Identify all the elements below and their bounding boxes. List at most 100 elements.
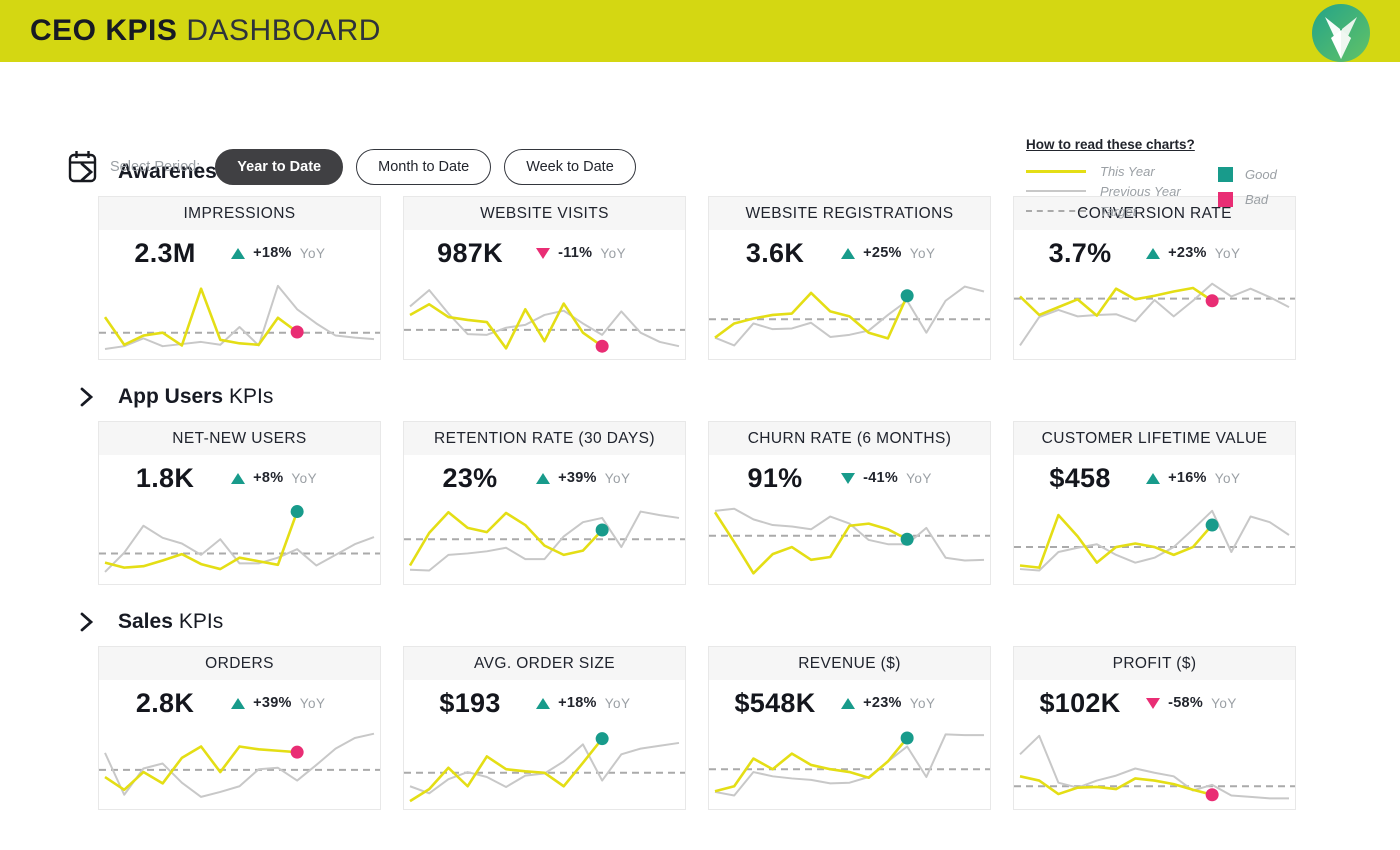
period-button-month-to-date[interactable]: Month to Date	[356, 148, 492, 185]
kpi-sparkline	[1014, 276, 1295, 359]
kpi-row: $193 +18% YoY	[404, 680, 685, 726]
legend-previous-year: Previous Year	[1026, 181, 1218, 201]
kpi-yoy-label: YoY	[909, 695, 936, 711]
kpi-yoy-label: YoY	[906, 470, 932, 486]
kpi-yoy-change: +18%	[558, 695, 597, 711]
legend-label: This Year	[1100, 163, 1155, 179]
kpi-sparkline	[404, 726, 685, 809]
kpi-card: CONVERSION RATE 3.7% +23% YoY	[1013, 196, 1296, 360]
kpi-card: AVG. ORDER SIZE $193 +18% YoY	[403, 646, 686, 810]
select-period-label: Select Period:	[110, 158, 201, 175]
this-year-line	[1019, 775, 1213, 797]
previous-year-line	[104, 732, 375, 798]
kpi-yoy-change: +18%	[253, 245, 292, 261]
kpi-yoy-change: +8%	[253, 470, 284, 486]
this-year-line	[408, 510, 604, 567]
sparkline-chart	[404, 732, 685, 803]
chevron-right-icon[interactable]	[78, 612, 95, 632]
kpi-row: $102K -58% YoY	[1014, 680, 1295, 726]
kpi-row: 3.7% +23% YoY	[1014, 230, 1295, 276]
this-year-line	[713, 511, 908, 575]
kpi-value: $458	[1049, 462, 1111, 493]
kpi-delta: +23% YoY	[841, 695, 935, 711]
kpi-row: 3.6K +25% YoY	[709, 230, 990, 276]
calendar-icon	[68, 151, 97, 183]
kpi-sparkline	[709, 501, 990, 584]
this-year-line	[104, 511, 299, 571]
kpi-yoy-label: YoY	[1214, 470, 1241, 486]
kpi-yoy-label: YoY	[604, 470, 631, 486]
kpi-card-title: RETENTION RATE (30 DAYS)	[404, 422, 685, 455]
trend-down-icon	[841, 472, 856, 484]
kpi-card-title: CUSTOMER LIFETIME VALUE	[1014, 422, 1295, 455]
previous-year-line	[1019, 282, 1290, 347]
kpi-sparkline	[1014, 726, 1295, 809]
section-header[interactable]: Sales KPIs	[0, 608, 1400, 636]
kpi-yoy-change: +25%	[863, 245, 902, 261]
kpi-value: 3.7%	[1048, 237, 1112, 268]
trend-down-icon	[1146, 697, 1161, 709]
trend-down-icon	[536, 247, 551, 259]
previous-year-line	[409, 510, 680, 572]
kpi-delta: -58% YoY	[1146, 695, 1237, 711]
section-title: Sales KPIs	[118, 610, 223, 634]
kpi-row: $548K +23% YoY	[709, 680, 990, 726]
sparkline-chart	[709, 507, 990, 575]
period-button-year-to-date[interactable]: Year to Date	[215, 148, 344, 185]
section-title-rest: KPIs	[178, 610, 224, 633]
kpi-card-title: WEBSITE VISITS	[404, 197, 685, 230]
this-year-line	[409, 737, 604, 803]
kpi-section: App Users KPIs NET-NEW USERS 1.8K +8% YoY RETE…	[0, 383, 1400, 585]
period-button-week-to-date[interactable]: Week to Date	[504, 148, 636, 185]
legend-body: This Year Previous Year Target Good	[1026, 161, 1277, 221]
sparkline-chart	[404, 289, 685, 353]
how-to-read-link[interactable]: How to read these charts?	[1026, 137, 1195, 152]
this-year-line	[104, 745, 298, 792]
kpi-section: Sales KPIs ORDERS 2.8K +39% YoY AVG. ORDER SIZ…	[0, 608, 1400, 810]
trend-up-icon	[231, 697, 246, 709]
good-end-dot	[900, 731, 914, 745]
kpi-sparkline	[404, 501, 685, 584]
sparkline-chart	[99, 284, 380, 351]
kpi-delta: -41% YoY	[841, 470, 932, 486]
trend-up-icon	[841, 247, 856, 259]
kpi-sparkline	[1014, 501, 1295, 584]
kpi-yoy-change: -11%	[558, 245, 593, 261]
kpi-value: 2.8K	[135, 687, 195, 718]
good-marker-swatch	[1218, 166, 1233, 182]
kpi-card: NET-NEW USERS 1.8K +8% YoY	[98, 421, 381, 585]
kpi-row: 91% -41% YoY	[709, 455, 990, 501]
chevron-right-icon[interactable]	[78, 162, 95, 182]
kpi-value: 3.6K	[745, 237, 805, 268]
previous-year-line	[104, 524, 375, 573]
kpi-card: CHURN RATE (6 MONTHS) 91% -41% YoY	[708, 421, 991, 585]
kpi-value: $548K	[734, 687, 816, 718]
cards-grid: IMPRESSIONS 2.3M +18% YoY WEBSITE VISITS 987K…	[98, 196, 1400, 360]
previous-year-line	[1019, 734, 1289, 800]
kpi-row: 2.8K +39% YoY	[99, 680, 380, 726]
chevron-right-icon[interactable]	[78, 387, 95, 407]
good-end-dot	[290, 505, 304, 519]
good-end-dot	[595, 732, 609, 746]
cards-grid: ORDERS 2.8K +39% YoY AVG. ORDER SIZE $193 +18%…	[98, 646, 1400, 810]
kpi-value: 1.8K	[135, 462, 195, 493]
trend-up-icon	[1146, 247, 1161, 259]
sparkline-chart	[709, 285, 990, 347]
kpi-yoy-label: YoY	[291, 470, 318, 486]
bad-end-dot	[1205, 294, 1219, 308]
legend-label: Previous Year	[1100, 183, 1181, 199]
section-header[interactable]: App Users KPIs	[0, 383, 1400, 411]
kpi-card: REVENUE ($) $548K +23% YoY	[708, 646, 991, 810]
trend-up-icon	[231, 247, 246, 259]
sparkline-chart	[404, 510, 685, 572]
good-end-dot	[1205, 518, 1219, 532]
legend-label: Target	[1100, 203, 1137, 219]
kpi-delta: +39% YoY	[231, 695, 325, 711]
legend-label: Bad	[1245, 191, 1269, 207]
legend-line-samples: This Year Previous Year Target	[1026, 161, 1218, 221]
trend-up-icon	[536, 472, 551, 484]
section-title: App Users KPIs	[118, 385, 273, 409]
kpi-row: 2.3M +18% YoY	[99, 230, 380, 276]
kpi-sparkline	[99, 276, 380, 359]
kpi-delta: +39% YoY	[536, 470, 630, 486]
